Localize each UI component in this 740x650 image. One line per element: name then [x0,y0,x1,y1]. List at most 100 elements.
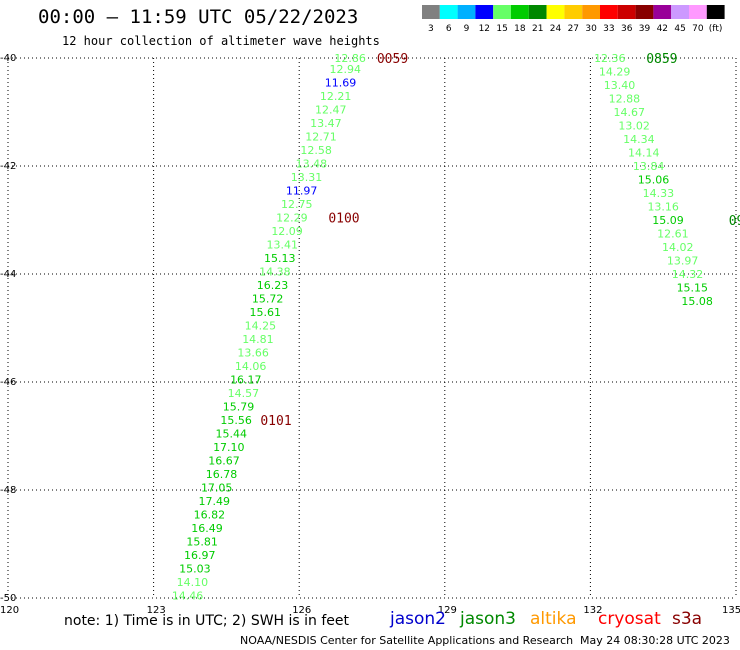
swh-value-label: 12.58 [300,144,332,157]
swh-value-label: 15.06 [638,174,670,187]
chart-title: 00:00 – 11:59 UTC 05/22/2023 [38,6,359,28]
legend-swatch [689,5,707,19]
swh-value-label: 12.94 [330,63,362,76]
swh-value-label: 12.29 [276,211,308,224]
swh-value-label: 16.17 [230,373,262,386]
timestamp-text: May 24 08:30:28 UTC 2023 [580,634,730,647]
legend-bin-label: 24 [550,24,562,34]
legend-swatch [600,5,618,19]
swh-value-label: 13.97 [667,255,699,268]
swh-value-label: 12.86 [334,52,366,65]
legend-swatch [439,5,458,19]
legend-swatch [546,5,565,19]
swh-value-label: 12.36 [594,52,626,65]
mission-label-altika: altika [530,609,577,629]
swh-value-label: 13.16 [647,201,679,214]
swh-value-label: 16.23 [257,279,289,292]
legend-bin-label: 6 [446,24,452,34]
legend-swatch [564,5,583,19]
legend-bin-label: 9 [464,24,470,34]
pass-time-label: 09 [729,214,740,229]
legend-bin-label: 70 [692,24,704,34]
legend-bin-label: 15 [496,24,507,34]
swh-value-label: 13.48 [296,157,328,170]
swh-value-label: 12.47 [315,103,347,116]
swh-value-label: 14.38 [259,265,291,278]
legend-bin-label: 21 [532,24,543,34]
swh-value-label: 14.33 [643,187,675,200]
swh-value-label: 17.49 [199,495,231,508]
swh-value-label: 16.67 [208,454,240,467]
swh-value-label: 14.25 [245,319,277,332]
legend-swatch [493,5,511,19]
y-tick-label: -50 [0,593,16,604]
legend-swatch [671,5,689,19]
swh-value-label: 14.10 [177,576,209,589]
pass-time-label: 0101 [260,414,291,429]
mission-label-s3a: s3a [672,609,703,629]
pass-time-label: 0100 [328,211,359,226]
legend-bin-label: 42 [657,24,668,34]
legend-bin-label: 12 [479,24,490,34]
legend-swatch [528,5,547,19]
x-tick-label: 123 [147,605,166,616]
legend-swatch [617,5,636,19]
swh-value-label: 12.21 [320,90,352,103]
legend-bin-label: 18 [514,24,526,34]
swh-value-label: 13.47 [310,117,342,130]
swh-value-label: 15.08 [681,295,713,308]
legend-swatch [475,5,494,19]
legend-bin-label: 36 [621,24,633,34]
swh-value-label: 14.34 [623,133,655,146]
legend-swatch [582,5,600,19]
y-tick-label: -48 [0,485,16,496]
swh-value-label: 16.49 [191,522,223,535]
footnote: note: 1) Time is in UTC; 2) SWH is in fe… [64,613,350,629]
legend-swatch [635,5,654,19]
swh-value-label: 14.02 [662,241,694,254]
swh-value-label: 14.46 [172,589,204,602]
legend-swatch [653,5,672,19]
swh-value-label: 16.78 [206,468,238,481]
legend-swatch [511,5,529,19]
legend-bin-label: 27 [568,24,579,34]
chart-subtitle: 12 hour collection of altimeter wave hei… [62,34,380,48]
swh-value-label: 13.66 [237,346,269,359]
swh-value-label: 14.81 [242,333,274,346]
swh-value-label: 15.56 [220,414,252,427]
swh-value-label: 13.31 [291,171,323,184]
swh-value-label: 14.29 [599,66,631,79]
swh-value-label: 13.40 [604,79,636,92]
credit-text: NOAA/NESDIS Center for Satellite Applica… [240,634,574,647]
swh-value-label: 15.72 [252,292,284,305]
swh-value-label: 15.15 [677,282,709,295]
legend-bin-label: 33 [603,24,614,34]
swh-value-label: 17.10 [213,441,245,454]
legend-bin-label: 30 [585,24,597,34]
legend-swatch [422,5,440,19]
swh-value-label: 14.32 [672,268,704,281]
x-tick-label: 126 [292,605,311,616]
x-tick-label: 120 [0,605,19,616]
swh-value-label: 15.79 [223,400,255,413]
legend-bin-label: 3 [428,24,434,34]
swh-value-label: 15.61 [249,306,281,319]
y-tick-label: -46 [0,377,16,388]
swh-value-label: 15.13 [264,252,296,265]
legend-swatch [457,5,476,19]
swh-value-label: 17.05 [201,481,233,494]
swh-value-label: 13.41 [266,238,298,251]
pass-time-label: 0059 [377,52,408,67]
swh-value-label: 13.02 [618,120,650,133]
legend-bin-label: 39 [639,24,651,34]
y-tick-label: -44 [0,269,16,280]
swh-value-label: 16.82 [194,508,226,521]
swh-value-label: 15.44 [216,427,248,440]
y-tick-label: -40 [0,53,16,64]
swh-value-label: 12.75 [281,198,313,211]
legend-bin-label: 45 [674,24,685,34]
legend-unit-label: (ft) [709,24,723,34]
swh-value-label: 16.97 [184,549,216,562]
swh-value-label: 14.14 [628,147,660,160]
y-tick-label: -42 [0,161,16,172]
